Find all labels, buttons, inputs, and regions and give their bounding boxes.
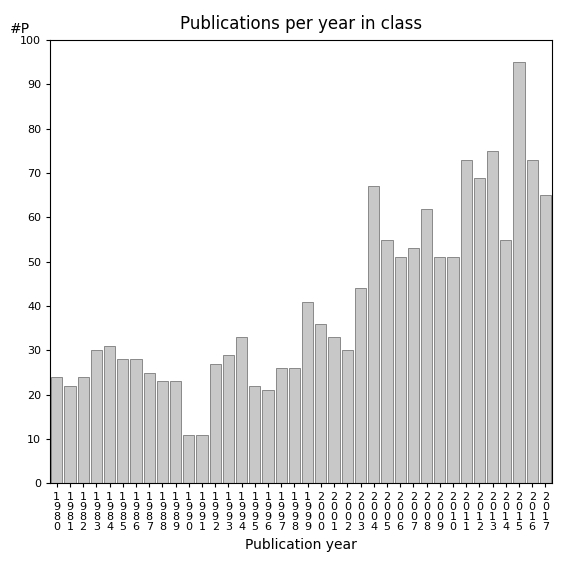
X-axis label: Publication year: Publication year <box>245 538 357 552</box>
Bar <box>64 386 75 484</box>
Bar <box>170 382 181 484</box>
Bar <box>460 160 472 484</box>
Bar <box>51 377 62 484</box>
Bar <box>395 257 406 484</box>
Bar <box>78 377 89 484</box>
Bar <box>196 435 208 484</box>
Bar <box>342 350 353 484</box>
Bar <box>104 346 115 484</box>
Title: Publications per year in class: Publications per year in class <box>180 15 422 33</box>
Bar <box>487 151 498 484</box>
Bar <box>368 187 379 484</box>
Bar <box>408 248 419 484</box>
Bar <box>130 359 142 484</box>
Bar <box>302 302 314 484</box>
Bar <box>249 386 260 484</box>
Bar <box>527 160 538 484</box>
Bar <box>157 382 168 484</box>
Bar <box>381 240 392 484</box>
Bar <box>183 435 194 484</box>
Bar <box>447 257 459 484</box>
Bar <box>276 368 287 484</box>
Bar <box>315 324 327 484</box>
Bar <box>289 368 300 484</box>
Bar <box>210 363 221 484</box>
Bar <box>117 359 128 484</box>
Bar <box>91 350 102 484</box>
Bar <box>263 390 274 484</box>
Bar <box>236 337 247 484</box>
Bar <box>500 240 511 484</box>
Bar <box>513 62 524 484</box>
Bar <box>421 209 432 484</box>
Bar <box>355 289 366 484</box>
Bar <box>143 373 155 484</box>
Bar <box>328 337 340 484</box>
Bar <box>540 195 551 484</box>
Bar <box>223 355 234 484</box>
Text: #P: #P <box>10 22 30 36</box>
Bar <box>434 257 445 484</box>
Bar <box>474 177 485 484</box>
